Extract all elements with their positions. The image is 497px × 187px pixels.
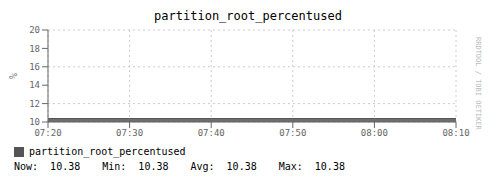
svg-text:%: % (8, 73, 19, 79)
svg-text:08:10: 08:10 (442, 128, 469, 138)
svg-text:14: 14 (29, 80, 40, 90)
svg-text:07:30: 07:30 (116, 128, 143, 138)
svg-text:07:50: 07:50 (279, 128, 306, 138)
svg-text:20: 20 (29, 25, 40, 35)
svg-text:18: 18 (29, 44, 40, 54)
svg-text:10: 10 (29, 117, 40, 127)
html-text:Max: 10.38: Max: 10.38 (278, 161, 345, 172)
svg-text:07:40: 07:40 (198, 128, 225, 138)
html-text:Min: 10.38: Min: 10.38 (102, 161, 169, 172)
svg-text:12: 12 (29, 99, 40, 109)
html-text:Avg: 10.38: Avg: 10.38 (190, 161, 257, 172)
html-text:partition_root_percentused: partition_root_percentused (154, 9, 342, 23)
html-text:Now: 10.38: Now: 10.38 (14, 161, 81, 172)
svg-text:16: 16 (29, 62, 40, 72)
svg-text:07:20: 07:20 (34, 128, 61, 138)
html-text:partition_root_percentused: partition_root_percentused (29, 146, 186, 157)
html-text:RRDTOOL / TOBI OETIKER: RRDTOOL / TOBI OETIKER (474, 36, 482, 130)
svg-text:08:00: 08:00 (361, 128, 388, 138)
